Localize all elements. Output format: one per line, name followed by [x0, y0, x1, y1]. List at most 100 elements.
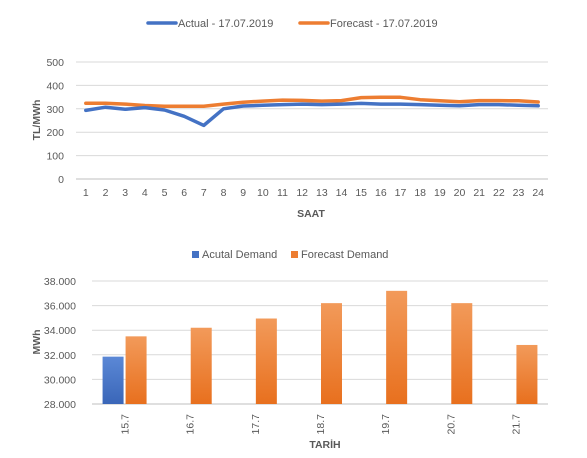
chart1-xtick-label: 2: [103, 187, 109, 199]
chart1-point-forecast: [340, 99, 343, 102]
chart1-point-forecast: [477, 99, 481, 102]
chart1-point-actual: [202, 124, 206, 127]
chart1-xtick-label: 9: [240, 187, 246, 199]
chart1-ylabel: TL/MWh: [31, 100, 43, 141]
chart1-xtick-label: 5: [162, 187, 168, 199]
chart1-xtick-label: 22: [493, 187, 505, 199]
chart1-point-forecast: [202, 105, 206, 108]
chart2-ytick-label: 34.000: [44, 325, 76, 337]
chart2-xtick-label: 18.7: [315, 414, 327, 435]
chart1-xtick-label: 3: [122, 187, 128, 199]
chart2-legend-swatch: [192, 251, 199, 258]
chart1-point-actual: [182, 115, 186, 118]
chart1-point-forecast: [261, 99, 265, 103]
chart1-ytick-label: 0: [58, 174, 64, 186]
chart2-ytick-label: 38.000: [44, 276, 76, 288]
chart2-bar-forecast: [516, 344, 538, 404]
chart2-ytick-label: 32.000: [44, 350, 76, 362]
chart1-point-actual: [399, 102, 402, 106]
chart1-point-forecast: [359, 96, 363, 99]
chart1-xtick-label: 16: [375, 187, 387, 199]
chart2-legend-swatch: [291, 251, 298, 258]
chart1-point-actual: [536, 104, 540, 107]
chart1-point-forecast: [418, 98, 422, 101]
chart2-ytick-label: 30.000: [44, 374, 76, 386]
chart2-legend-label: Acutal Demand: [202, 249, 277, 261]
chart1-point-forecast: [379, 96, 383, 99]
chart1-point-actual: [281, 103, 284, 106]
chart1-point-actual: [123, 108, 127, 111]
chart1-xtick-label: 18: [414, 187, 426, 199]
chart1-point-actual: [379, 102, 383, 106]
chart2-bar-actual: [102, 356, 124, 404]
chart1-point-actual: [104, 105, 107, 109]
chart1-xtick-label: 20: [454, 187, 466, 199]
chart2-xtick-label: 17.7: [250, 414, 262, 435]
chart1-point-actual: [300, 102, 304, 106]
chart1-point-forecast: [438, 99, 442, 103]
chart1-xtick-label: 14: [336, 187, 348, 199]
chart1-xtick-label: 12: [296, 187, 308, 199]
chart2-xtick-label: 19.7: [380, 414, 392, 435]
chart1-xtick-label: 6: [181, 187, 187, 199]
chart1-point-actual: [438, 104, 442, 107]
chart2-bar-forecast: [255, 318, 277, 404]
chart1-point-forecast: [84, 101, 88, 105]
chart1-point-forecast: [458, 100, 461, 103]
chart1-point-actual: [241, 104, 245, 108]
chart1-point-forecast: [163, 105, 166, 108]
chart1-xtick-label: 1: [83, 187, 89, 199]
chart1-ytick-label: 100: [46, 151, 64, 163]
chart1-ytick-label: 200: [46, 127, 64, 139]
chart1-point-forecast: [222, 102, 225, 106]
chart2-bar-forecast: [125, 336, 147, 404]
chart1-point-actual: [340, 102, 343, 106]
chart1-point-forecast: [497, 99, 501, 102]
chart1-point-forecast: [123, 102, 127, 106]
chart2-ylabel: MWh: [31, 329, 43, 354]
chart2-ytick-label: 36.000: [44, 301, 76, 313]
chart1-point-actual: [163, 108, 166, 112]
chart2-xtick-label: 15.7: [120, 414, 132, 435]
chart1-legend-label: Actual - 17.07.2019: [178, 18, 273, 30]
chart1-point-forecast: [104, 101, 107, 105]
chart2-bar-forecast: [451, 303, 473, 404]
chart1-xtick-label: 8: [221, 187, 227, 199]
chart1-ytick-label: 400: [46, 80, 64, 92]
chart1-point-actual: [320, 103, 324, 106]
chart2-xtick-label: 16.7: [185, 414, 197, 435]
chart2-xtick-label: 21.7: [510, 414, 522, 435]
chart1-xtick-label: 21: [473, 187, 485, 199]
chart1-point-forecast: [241, 101, 245, 104]
chart2-bar-forecast: [321, 303, 342, 404]
chart1-xtick-label: 15: [355, 187, 367, 199]
chart2-ytick-label: 28.000: [44, 399, 76, 411]
chart1-point-forecast: [320, 99, 324, 103]
chart1-point-forecast: [281, 98, 284, 102]
chart2-xtick-label: 20.7: [445, 414, 457, 435]
chart1-xtick-label: 4: [142, 187, 148, 199]
chart1-point-actual: [497, 103, 501, 106]
chart1-point-forecast: [182, 105, 186, 108]
chart1-point-actual: [143, 106, 147, 109]
chart1-point-actual: [517, 104, 520, 107]
chart1-xtick-label: 10: [257, 187, 269, 199]
chart1-series-line-actual: [84, 101, 540, 128]
chart1-series-line-forecast: [84, 95, 540, 108]
chart1-legend-label: Forecast - 17.07.2019: [330, 18, 438, 30]
chart1-xtick-label: 23: [513, 187, 525, 199]
chart1-point-actual: [418, 103, 422, 106]
chart1-xtick-label: 13: [316, 187, 328, 199]
chart2-bar-forecast: [190, 327, 212, 404]
chart2-legend-label: Forecast Demand: [301, 249, 388, 261]
chart1-point-actual: [359, 102, 363, 105]
chart1-xtick-label: 11: [277, 187, 288, 199]
chart1-point-actual: [458, 104, 461, 107]
chart1-point-actual: [477, 103, 481, 106]
chart1-xlabel: SAAT: [297, 208, 325, 220]
chart1-xtick-label: 19: [434, 187, 446, 199]
chart1-xtick-label: 17: [395, 187, 407, 199]
chart1-xtick-label: 24: [532, 187, 544, 199]
chart1-point-forecast: [536, 100, 540, 104]
chart1-xtick-label: 7: [201, 187, 207, 199]
